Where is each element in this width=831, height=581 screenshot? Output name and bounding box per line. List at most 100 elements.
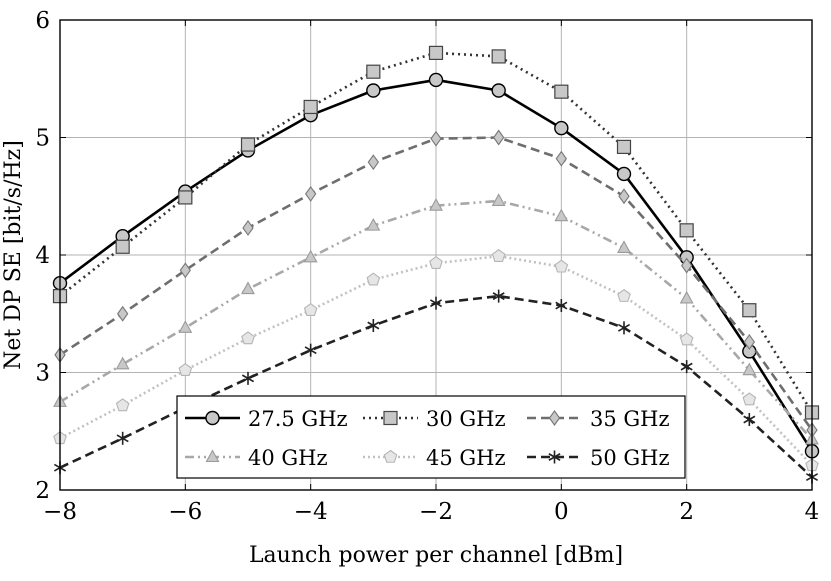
data-point — [743, 413, 756, 426]
data-point — [491, 248, 506, 262]
legend-label: 50 GHz — [590, 446, 670, 470]
legend-entry: 27.5 GHz — [185, 407, 348, 431]
data-point — [680, 360, 693, 374]
data-point — [679, 290, 694, 304]
data-point — [241, 281, 255, 295]
data-point — [115, 356, 130, 370]
data-point — [303, 303, 318, 317]
data-point — [115, 239, 130, 254]
series-1 — [52, 45, 820, 420]
data-point — [304, 185, 317, 202]
x-tick-label: 2 — [679, 499, 694, 525]
data-point — [679, 223, 694, 238]
data-point — [366, 217, 381, 231]
data-point — [742, 362, 757, 376]
legend-entry: 30 GHz — [363, 407, 506, 431]
data-point — [178, 190, 193, 205]
data-point — [491, 83, 506, 98]
x-tick-label: 4 — [805, 499, 820, 525]
data-point — [205, 410, 220, 426]
data-point — [555, 299, 568, 313]
x-axis-label: Launch power per channel [dBm] — [249, 543, 623, 568]
data-point — [383, 449, 398, 463]
data-point — [617, 321, 631, 335]
series-3 — [53, 193, 819, 445]
series-2 — [54, 129, 818, 439]
x-tick-label: −2 — [419, 499, 453, 525]
data-point — [429, 256, 443, 270]
data-point — [554, 208, 569, 222]
data-point — [491, 49, 506, 64]
data-point — [679, 332, 694, 346]
legend-entry: 50 GHz — [527, 446, 670, 470]
data-point — [429, 296, 443, 310]
legend: 27.5 GHz 30 GHz 35 GHz 40 GHz 45 GHz 50 GHz — [176, 395, 686, 479]
data-point — [178, 320, 193, 333]
y-tick-label: 5 — [35, 126, 50, 152]
data-point — [617, 288, 631, 302]
data-point — [430, 130, 442, 147]
x-tick-label: −4 — [294, 499, 328, 525]
data-point — [367, 319, 380, 332]
legend-entry: 40 GHz — [185, 446, 328, 470]
data-point — [383, 410, 398, 426]
data-point — [366, 272, 381, 286]
series-layer — [52, 45, 820, 484]
data-point — [242, 220, 254, 236]
data-point — [554, 84, 569, 99]
y-axis-label: Net DP SE [bit/s/Hz] — [1, 140, 26, 370]
legend-label: 45 GHz — [426, 446, 506, 470]
data-point — [548, 410, 561, 426]
data-point — [241, 331, 255, 345]
legend-label: 35 GHz — [590, 407, 670, 431]
y-tick-label: 3 — [35, 361, 50, 387]
data-point — [303, 99, 318, 115]
data-point — [742, 303, 757, 318]
data-point — [240, 137, 256, 152]
data-point — [492, 289, 505, 303]
data-point — [743, 334, 756, 350]
legend-label: 30 GHz — [426, 407, 506, 431]
data-point — [680, 257, 693, 274]
legend-entry: 45 GHz — [363, 446, 506, 470]
legend-label: 40 GHz — [248, 446, 328, 470]
data-point — [205, 449, 220, 463]
legend-label: 27.5 GHz — [248, 407, 348, 431]
data-point — [429, 198, 443, 211]
data-point — [491, 193, 506, 206]
data-point — [367, 154, 380, 171]
data-point — [304, 343, 317, 357]
data-point — [178, 362, 193, 376]
data-point — [428, 72, 444, 88]
data-point — [742, 392, 757, 406]
data-point — [492, 129, 505, 146]
y-tick-label: 2 — [35, 478, 50, 504]
x-tick-label: −8 — [43, 499, 77, 525]
x-tick-label: −6 — [168, 499, 202, 525]
ticks — [59, 19, 813, 491]
y-tick-label: 6 — [35, 8, 50, 34]
data-point — [241, 371, 255, 385]
data-point — [555, 150, 568, 167]
data-point — [616, 166, 632, 182]
data-point — [116, 431, 129, 445]
data-point — [179, 262, 192, 279]
data-point — [548, 450, 561, 464]
data-point — [366, 83, 381, 98]
data-point — [616, 139, 632, 154]
tick-labels: −8 −6 −4 −2 0 2 4 2 3 4 5 6 — [35, 8, 819, 525]
data-point — [618, 188, 630, 205]
data-point — [554, 120, 569, 136]
data-point — [366, 64, 381, 79]
x-tick-label: 0 — [554, 499, 569, 525]
data-point — [116, 305, 129, 322]
data-point — [303, 249, 318, 263]
data-point — [617, 240, 631, 253]
legend-entry: 35 GHz — [527, 407, 670, 431]
data-point — [115, 398, 130, 412]
data-point — [554, 259, 569, 273]
data-point — [428, 45, 444, 61]
y-tick-label: 4 — [35, 243, 50, 269]
legend-box — [176, 395, 686, 479]
